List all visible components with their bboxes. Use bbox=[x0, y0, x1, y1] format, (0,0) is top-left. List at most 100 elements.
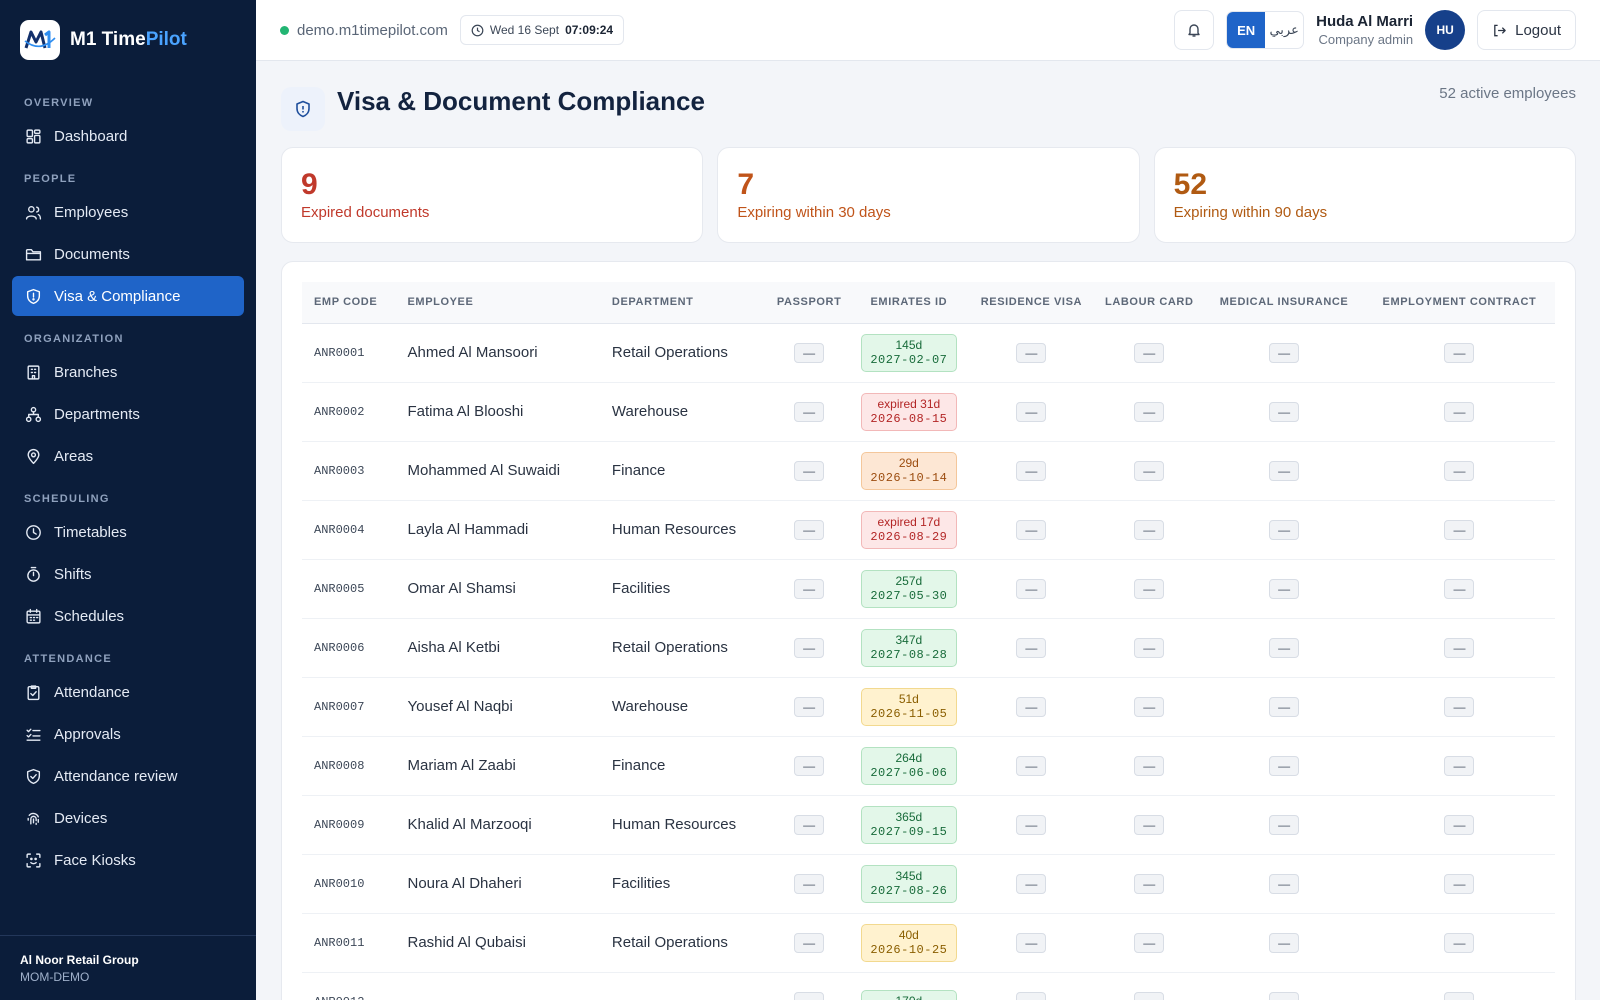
sidebar-item-visa-and-compliance[interactable]: Visa & Compliance bbox=[12, 276, 244, 316]
empty-marker[interactable]: — bbox=[794, 873, 825, 894]
logout-button[interactable]: Logout bbox=[1477, 10, 1576, 50]
sidebar-item-branches[interactable]: Branches bbox=[12, 352, 244, 392]
empty-marker[interactable]: — bbox=[794, 342, 825, 363]
column-header-medical-insurance[interactable]: MEDICAL INSURANCE bbox=[1204, 282, 1364, 324]
empty-marker[interactable]: — bbox=[1444, 578, 1475, 599]
empty-marker[interactable]: — bbox=[1134, 460, 1165, 481]
table-row[interactable]: ANR0007 Yousef Al Naqbi Warehouse — 51d 2026-… bbox=[302, 677, 1555, 737]
empty-marker[interactable]: — bbox=[1134, 519, 1165, 540]
empty-marker[interactable]: — bbox=[1016, 873, 1047, 894]
org-switcher[interactable]: Al Noor Retail Group MOM-DEMO bbox=[0, 935, 256, 1000]
sidebar-item-devices[interactable]: Devices bbox=[12, 798, 244, 838]
empty-marker[interactable]: — bbox=[794, 460, 825, 481]
empty-marker[interactable]: — bbox=[794, 755, 825, 776]
empty-marker[interactable]: — bbox=[1134, 755, 1165, 776]
stat-card-expiring-within-30-days[interactable]: 7 Expiring within 30 days bbox=[717, 147, 1140, 243]
empty-marker[interactable]: — bbox=[1269, 814, 1300, 835]
sidebar-item-documents[interactable]: Documents bbox=[12, 234, 244, 274]
sidebar-item-shifts[interactable]: Shifts bbox=[12, 554, 244, 594]
table-row[interactable]: ANR0002 Fatima Al Blooshi Warehouse — expire… bbox=[302, 382, 1555, 442]
empty-marker[interactable]: — bbox=[1134, 932, 1165, 953]
empty-marker[interactable]: — bbox=[1444, 873, 1475, 894]
empty-marker[interactable]: — bbox=[1444, 342, 1475, 363]
empty-marker[interactable]: — bbox=[1016, 342, 1047, 363]
empty-marker[interactable]: — bbox=[1269, 342, 1300, 363]
column-header-employee[interactable]: EMPLOYEE bbox=[395, 282, 600, 324]
empty-marker[interactable]: — bbox=[1444, 401, 1475, 422]
column-header-residence-visa[interactable]: RESIDENCE VISA bbox=[968, 282, 1095, 324]
lang-en-button[interactable]: EN bbox=[1227, 12, 1266, 48]
table-row[interactable]: ANR0004 Layla Al Hammadi Human Resources — e… bbox=[302, 500, 1555, 560]
table-row[interactable]: ANR0011 Rashid Al Qubaisi Retail Operation… bbox=[302, 913, 1555, 973]
column-header-employment-contract[interactable]: EMPLOYMENT CONTRACT bbox=[1363, 282, 1555, 324]
empty-marker[interactable]: — bbox=[1016, 519, 1047, 540]
emirates-id-status-badge[interactable]: 29d 2026-10-14 bbox=[860, 451, 957, 490]
sidebar-item-timetables[interactable]: Timetables bbox=[12, 512, 244, 552]
empty-marker[interactable]: — bbox=[794, 637, 825, 658]
empty-marker[interactable]: — bbox=[794, 814, 825, 835]
column-header-passport[interactable]: PASSPORT bbox=[769, 282, 850, 324]
empty-marker[interactable]: — bbox=[1016, 814, 1047, 835]
empty-marker[interactable]: — bbox=[794, 696, 825, 717]
empty-marker[interactable]: — bbox=[1269, 755, 1300, 776]
emirates-id-status-badge[interactable]: expired 17d 2026-08-29 bbox=[860, 510, 957, 549]
brand[interactable]: M1 TimePilot bbox=[0, 0, 256, 80]
sidebar-item-employees[interactable]: Employees bbox=[12, 192, 244, 232]
empty-marker[interactable]: — bbox=[794, 991, 825, 1000]
empty-marker[interactable]: — bbox=[1444, 991, 1475, 1000]
empty-marker[interactable]: — bbox=[1016, 578, 1047, 599]
empty-marker[interactable]: — bbox=[1134, 873, 1165, 894]
stat-card-expiring-within-90-days[interactable]: 52 Expiring within 90 days bbox=[1153, 147, 1576, 243]
empty-marker[interactable]: — bbox=[1444, 755, 1475, 776]
column-header-emp-code[interactable]: EMP CODE bbox=[302, 282, 396, 324]
empty-marker[interactable]: — bbox=[1269, 460, 1300, 481]
empty-marker[interactable]: — bbox=[1134, 991, 1165, 1000]
notifications-button[interactable] bbox=[1174, 10, 1215, 50]
column-header-labour-card[interactable]: LABOUR CARD bbox=[1094, 282, 1205, 324]
emirates-id-status-badge[interactable]: 145d 2027-02-07 bbox=[860, 333, 957, 372]
empty-marker[interactable]: — bbox=[1269, 519, 1300, 540]
table-row[interactable]: ANR0005 Omar Al Shamsi Facilities — 257d 2027… bbox=[302, 559, 1555, 619]
empty-marker[interactable]: — bbox=[1134, 814, 1165, 835]
empty-marker[interactable]: — bbox=[1269, 991, 1300, 1000]
stat-card-expired-documents[interactable]: 9 Expired documents bbox=[281, 147, 704, 243]
empty-marker[interactable]: — bbox=[1444, 460, 1475, 481]
empty-marker[interactable]: — bbox=[1269, 578, 1300, 599]
sidebar-item-schedules[interactable]: Schedules bbox=[12, 596, 244, 636]
empty-marker[interactable]: — bbox=[1444, 696, 1475, 717]
emirates-id-status-badge[interactable]: 347d 2027-08-28 bbox=[860, 628, 957, 667]
emirates-id-status-badge[interactable]: 264d 2027-06-06 bbox=[860, 746, 957, 785]
sidebar-item-departments[interactable]: Departments bbox=[12, 394, 244, 434]
empty-marker[interactable]: — bbox=[794, 401, 825, 422]
empty-marker[interactable]: — bbox=[794, 932, 825, 953]
table-row[interactable]: ANR0012 — 170d — — — — bbox=[302, 972, 1555, 1000]
empty-marker[interactable]: — bbox=[1016, 696, 1047, 717]
empty-marker[interactable]: — bbox=[1444, 637, 1475, 658]
empty-marker[interactable]: — bbox=[1134, 401, 1165, 422]
sidebar-item-face-kiosks[interactable]: Face Kiosks bbox=[12, 840, 244, 880]
empty-marker[interactable]: — bbox=[1444, 932, 1475, 953]
empty-marker[interactable]: — bbox=[1016, 755, 1047, 776]
table-row[interactable]: ANR0006 Aisha Al Ketbi Retail Operations — 3… bbox=[302, 618, 1555, 678]
table-row[interactable]: ANR0003 Mohammed Al Suwaidi Finance — 29d 202… bbox=[302, 441, 1555, 501]
column-header-department[interactable]: DEPARTMENT bbox=[599, 282, 770, 324]
empty-marker[interactable]: — bbox=[1016, 637, 1047, 658]
emirates-id-status-badge[interactable]: 40d 2026-10-25 bbox=[860, 923, 957, 962]
empty-marker[interactable]: — bbox=[1444, 519, 1475, 540]
sidebar-item-attendance[interactable]: Attendance bbox=[12, 672, 244, 712]
emirates-id-status-badge[interactable]: 365d 2027-09-15 bbox=[860, 805, 957, 844]
empty-marker[interactable]: — bbox=[1134, 578, 1165, 599]
empty-marker[interactable]: — bbox=[1016, 991, 1047, 1000]
empty-marker[interactable]: — bbox=[794, 578, 825, 599]
sidebar-item-attendance-review[interactable]: Attendance review bbox=[12, 756, 244, 796]
emirates-id-status-badge[interactable]: 170d bbox=[860, 990, 957, 1000]
table-row[interactable]: ANR0001 Ahmed Al Mansoori Retail Operation… bbox=[302, 323, 1555, 383]
avatar[interactable]: HU bbox=[1425, 10, 1466, 50]
empty-marker[interactable]: — bbox=[1269, 932, 1300, 953]
sidebar-item-approvals[interactable]: Approvals bbox=[12, 714, 244, 754]
empty-marker[interactable]: — bbox=[1016, 401, 1047, 422]
empty-marker[interactable]: — bbox=[1269, 696, 1300, 717]
lang-ar-button[interactable]: عربي bbox=[1269, 22, 1299, 37]
table-row[interactable]: ANR0008 Mariam Al Zaabi Finance — 264d 2027-0… bbox=[302, 736, 1555, 796]
empty-marker[interactable]: — bbox=[794, 519, 825, 540]
